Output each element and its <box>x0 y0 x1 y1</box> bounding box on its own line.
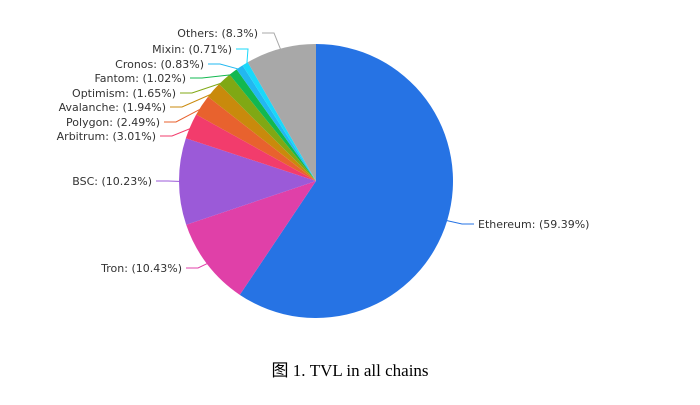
pie-slice-ethereum <box>239 44 454 319</box>
slice-label-tron: Tron: (10.43%) <box>100 262 182 275</box>
slice-label-others: Others: (8.3%) <box>177 27 258 40</box>
pie-slice-others <box>247 44 316 181</box>
leader-line-fantom <box>190 73 235 79</box>
leader-line-ethereum <box>444 219 474 225</box>
pie-slice-fantom <box>229 69 316 181</box>
leader-line-bsc <box>156 180 183 183</box>
slice-label-avalanche: Avalanche: (1.94%) <box>59 101 166 114</box>
leader-line-polygon <box>164 106 205 123</box>
pie-slice-tron <box>186 181 316 295</box>
leader-line-arbitrum <box>160 126 194 137</box>
pie-slice-optimism <box>219 74 316 181</box>
leader-line-optimism <box>180 81 227 94</box>
slice-label-polygon: Polygon: (2.49%) <box>66 116 160 129</box>
slice-label-fantom: Fantom: (1.02%) <box>94 72 186 85</box>
pie-slice-polygon <box>196 96 316 181</box>
slice-label-optimism: Optimism: (1.65%) <box>72 87 176 100</box>
slice-label-arbitrum: Arbitrum: (3.01%) <box>57 130 156 143</box>
slice-label-mixin: Mixin: (0.71%) <box>152 43 232 56</box>
slice-label-cronos: Cronos: (0.83%) <box>115 58 204 71</box>
leader-line-avalanche <box>170 91 216 108</box>
pie-slice-mixin <box>242 62 316 181</box>
leader-line-mixin <box>236 48 249 67</box>
leader-line-others <box>262 32 282 52</box>
pie-slice-arbitrum <box>185 114 316 181</box>
pie-slice-bsc <box>179 138 316 225</box>
leader-line-tron <box>186 261 210 269</box>
figure-caption: 图 1. TVL in all chains <box>271 361 429 380</box>
slice-label-ethereum: Ethereum: (59.39%) <box>478 218 589 231</box>
leader-line-cronos <box>208 63 242 71</box>
slice-label-bsc: BSC: (10.23%) <box>72 175 152 188</box>
pie-slice-avalanche <box>208 84 316 181</box>
pie-slice-cronos <box>236 65 316 181</box>
